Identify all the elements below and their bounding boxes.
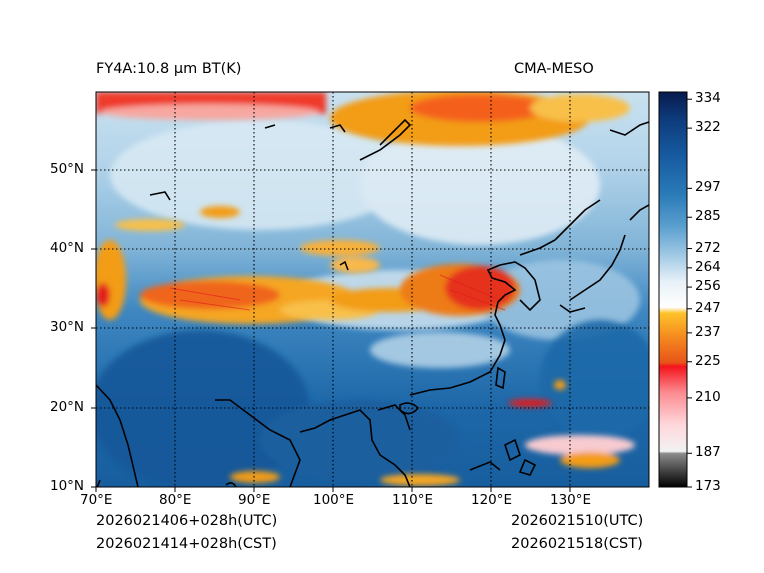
coastlines bbox=[96, 118, 649, 487]
graticule bbox=[96, 92, 649, 487]
lat-label: 10°N bbox=[50, 478, 85, 494]
map-frame bbox=[95, 91, 650, 488]
init-time-cst: 2026021414+028h(CST) bbox=[96, 536, 277, 552]
axis-ticks bbox=[91, 169, 571, 492]
colorbar-tick-label: 297 bbox=[695, 179, 721, 196]
model-name: CMA-MESO bbox=[514, 61, 594, 77]
colorbar-tick-label: 334 bbox=[695, 90, 721, 107]
colorbar-tick-label: 272 bbox=[695, 239, 721, 256]
colorbar-tick-label: 285 bbox=[695, 208, 721, 225]
lon-label: 120°E bbox=[471, 492, 513, 508]
lon-label: 100°E bbox=[313, 492, 355, 508]
colorbar-frame bbox=[658, 91, 688, 488]
lon-label: 70°E bbox=[80, 492, 113, 508]
lon-label: 130°E bbox=[550, 492, 592, 508]
lon-label: 110°E bbox=[392, 492, 434, 508]
colorbar-tick-label: 225 bbox=[695, 352, 721, 369]
lat-label: 40°N bbox=[50, 240, 85, 256]
figure-title: FY4A:10.8 µm BT(K) bbox=[96, 61, 242, 77]
colorbar-tick-label: 237 bbox=[695, 323, 721, 340]
colorbar-tick-label: 173 bbox=[695, 478, 721, 494]
colorbar-tick-label: 210 bbox=[695, 388, 721, 405]
colorbar bbox=[659, 92, 687, 487]
colorbar-tick-label: 264 bbox=[695, 258, 721, 275]
colorbar-tick-label: 322 bbox=[695, 119, 721, 136]
init-time-utc: 2026021406+028h(UTC) bbox=[96, 513, 278, 529]
lat-label: 50°N bbox=[50, 161, 85, 177]
colorbar-tick-label: 187 bbox=[695, 444, 721, 461]
lon-label: 80°E bbox=[159, 492, 192, 508]
colorbar-tick-label: 247 bbox=[695, 299, 721, 316]
lat-label: 30°N bbox=[50, 319, 85, 335]
satellite-image bbox=[96, 92, 649, 487]
colorbar-ticks bbox=[687, 98, 692, 488]
valid-time-cst: 2026021518(CST) bbox=[511, 536, 643, 552]
valid-time-utc: 2026021510(UTC) bbox=[511, 513, 644, 529]
lon-label: 90°E bbox=[238, 492, 271, 508]
colorbar-tick-label: 256 bbox=[695, 278, 721, 295]
lat-label: 20°N bbox=[50, 399, 85, 415]
